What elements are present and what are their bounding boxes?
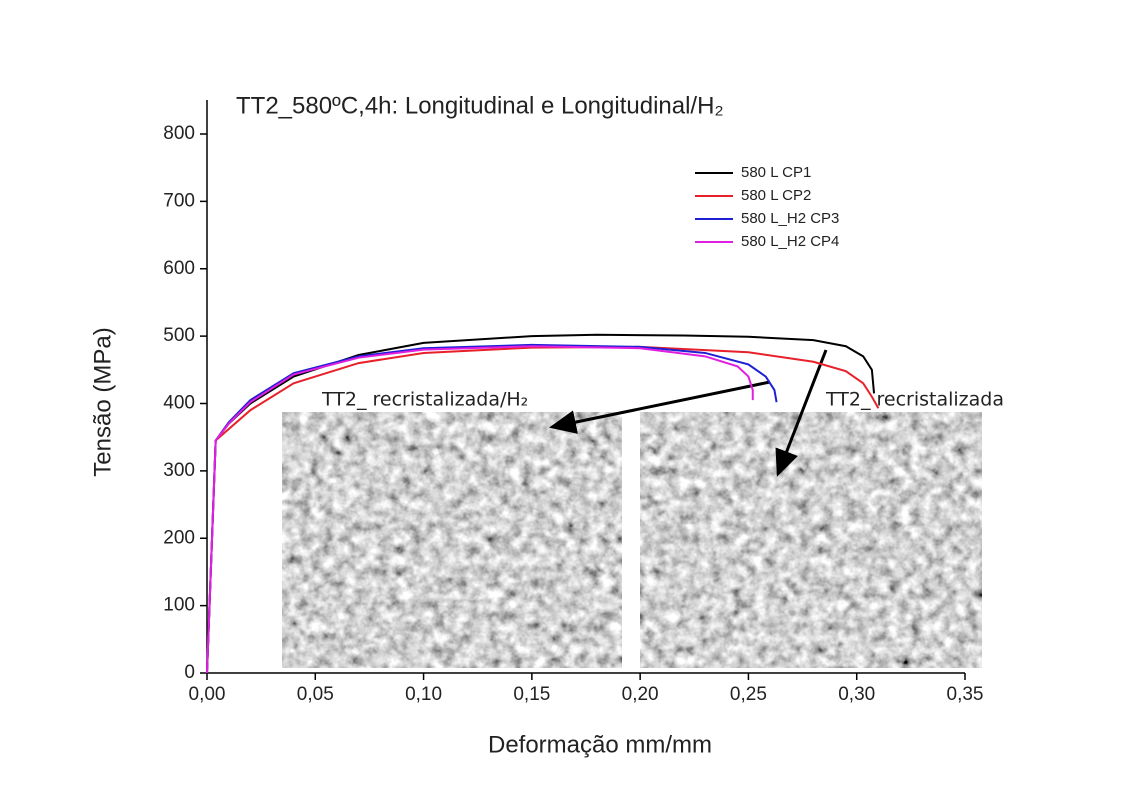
x-tick-label: 0,20: [622, 684, 659, 705]
x-tick-label: 0,30: [838, 684, 875, 705]
x-axis-label: Deformação mm/mm: [488, 731, 712, 758]
x-tick-label: 0,25: [730, 684, 767, 705]
y-tick-label: 600: [163, 258, 195, 279]
y-tick-label: 400: [163, 393, 195, 414]
y-tick-label: 700: [163, 190, 195, 211]
y-tick-label: 200: [163, 527, 195, 548]
y-tick-label: 100: [163, 595, 195, 616]
annotation: TT2_ recristalizada/H₂: [321, 389, 528, 411]
legend-label: 580 L CP2: [741, 187, 811, 204]
y-tick-label: 500: [163, 325, 195, 346]
x-tick-label: 0,10: [405, 684, 442, 705]
y-tick-label: 800: [163, 123, 195, 144]
legend-label: 580 L_H2 CP4: [741, 233, 839, 250]
legend-label: 580 L_H2 CP3: [741, 210, 839, 227]
x-tick-label: 0,05: [297, 684, 334, 705]
legend-label: 580 L CP1: [741, 164, 811, 181]
series-line: [206, 343, 778, 674]
chart-title: TT2_580ºC,4h: Longitudinal e Longitudina…: [236, 92, 724, 119]
annotation: TT2_ recristalizada: [825, 389, 1004, 411]
x-tick-label: 0,15: [513, 684, 550, 705]
series-line: [206, 345, 880, 674]
sem-image: [640, 412, 982, 668]
sem-image: [282, 412, 622, 668]
y-axis-label: Tensão (MPa): [89, 327, 116, 476]
series-line: [206, 345, 754, 674]
x-tick-label: 0,00: [189, 684, 226, 705]
y-tick-label: 0: [184, 662, 195, 683]
x-tick-label: 0,35: [947, 684, 984, 705]
arrow: [775, 349, 828, 477]
arrow: [549, 380, 771, 434]
y-tick-label: 300: [163, 460, 195, 481]
